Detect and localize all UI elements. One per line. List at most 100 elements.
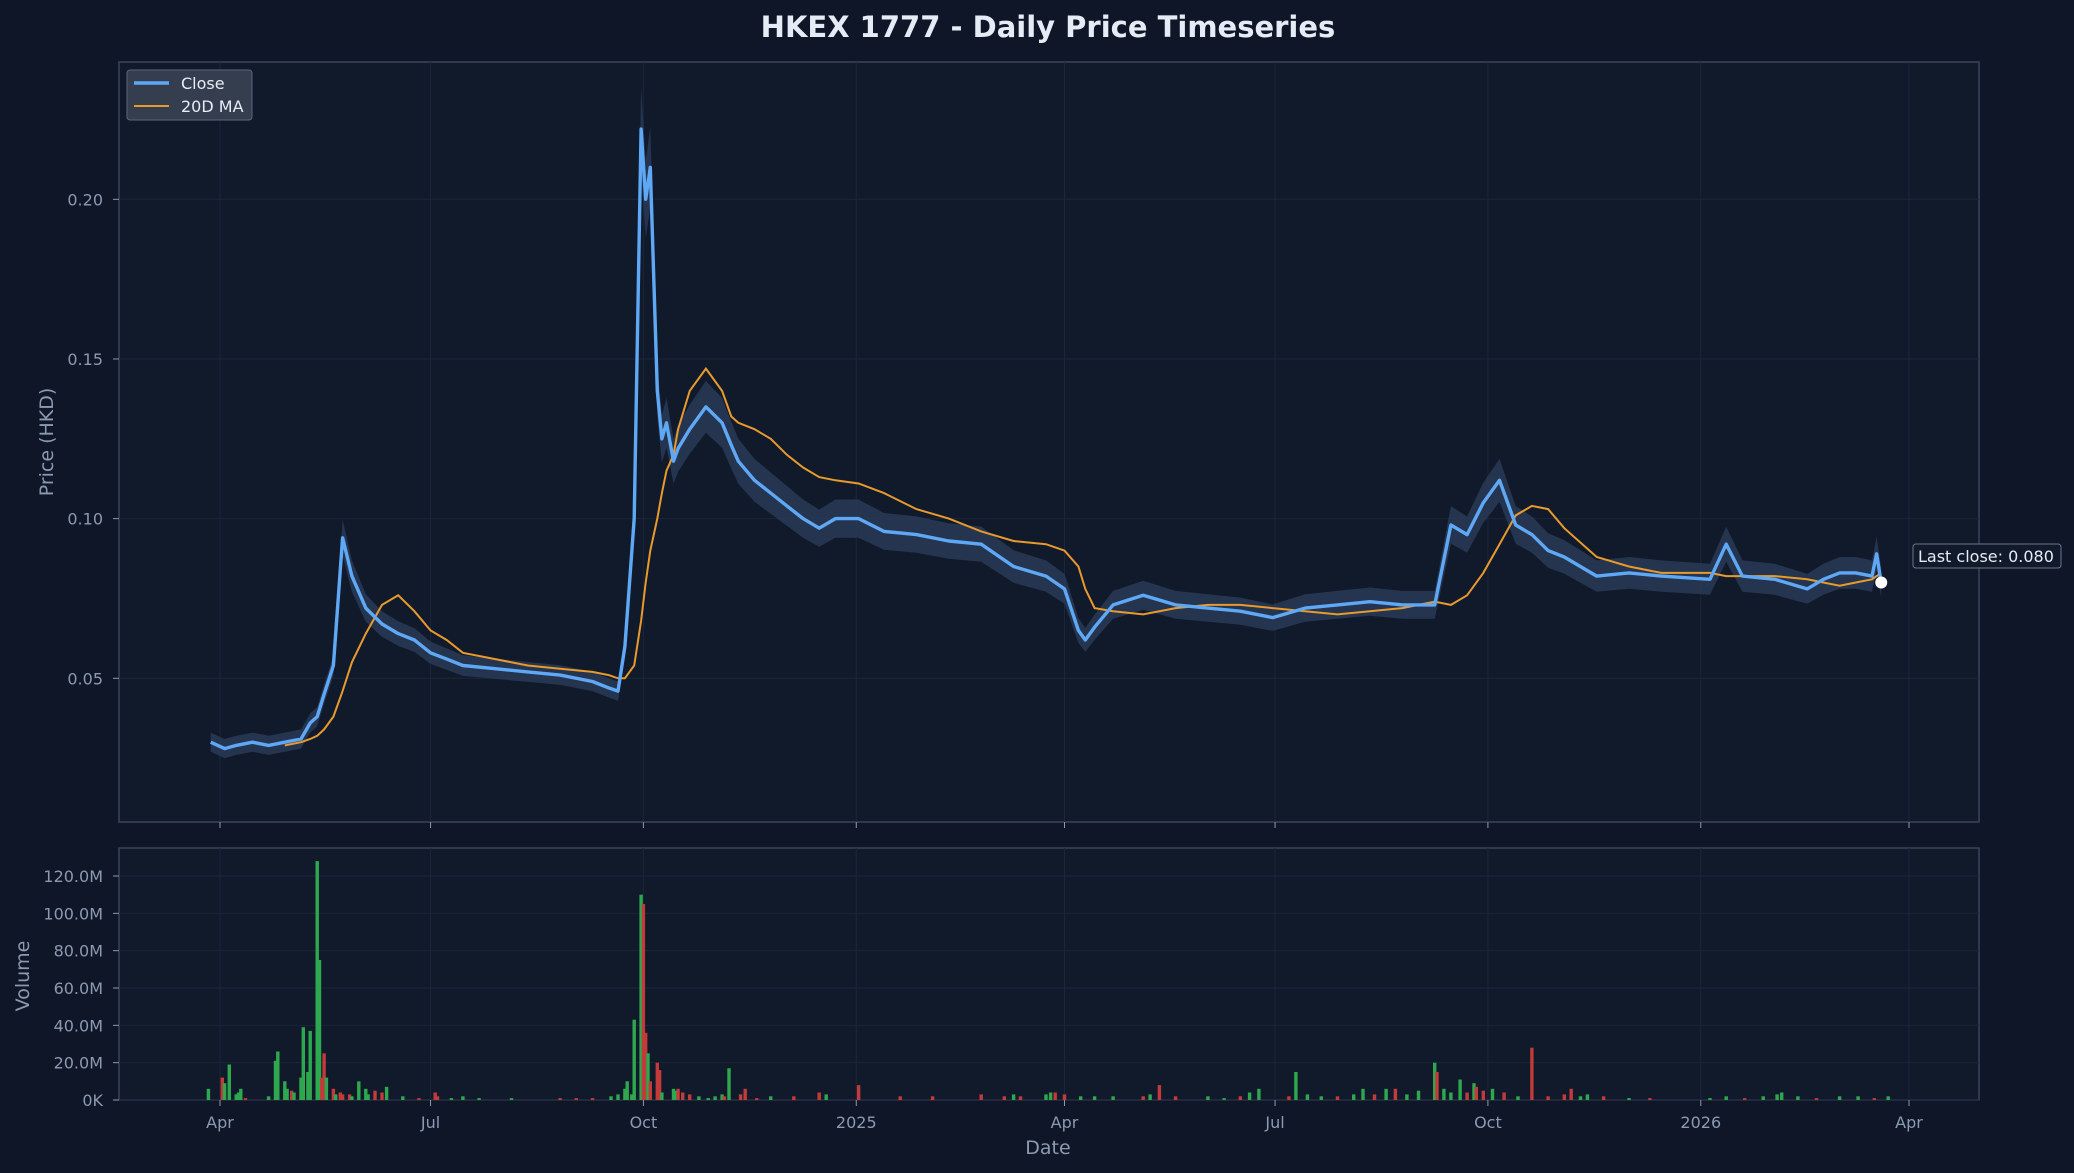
- volume-bar: [292, 1092, 296, 1100]
- volume-x-ticks: Apr Jul Oct 2025 Apr Jul Oct 2026 Apr: [206, 1100, 1923, 1132]
- volume-bar: [1011, 1094, 1016, 1100]
- volume-bar: [930, 1096, 935, 1100]
- volume-bar: [688, 1094, 692, 1100]
- volume-bar: [433, 1092, 437, 1100]
- volume-bar: [590, 1098, 595, 1100]
- volume-bar: [1546, 1096, 1550, 1100]
- volume-bar: [1335, 1096, 1340, 1100]
- volume-bar: [350, 1096, 354, 1100]
- volume-bar: [1287, 1096, 1291, 1100]
- volume-bar: [743, 1088, 747, 1100]
- volume-bar: [1886, 1096, 1890, 1100]
- volume-bar: [1294, 1072, 1298, 1100]
- volume-bar: [1796, 1096, 1800, 1100]
- volume-bar: [1044, 1094, 1048, 1100]
- volume-bar: [1724, 1096, 1728, 1100]
- volume-bar: [648, 1081, 652, 1100]
- volume-bar: [639, 894, 643, 1100]
- volume-bar: [792, 1096, 796, 1100]
- volume-bar: [558, 1098, 562, 1100]
- x-tick-label: Jul: [420, 1113, 440, 1132]
- volume-bar: [979, 1094, 983, 1100]
- volume-bar: [315, 861, 319, 1100]
- chart-title: HKEX 1777 - Daily Price Timeseries: [761, 10, 1336, 44]
- volume-y-ticks: 0K 20.0M 40.0M 60.0M 80.0M 100.0M 120.0M: [43, 867, 119, 1110]
- volume-bar: [1148, 1094, 1152, 1100]
- x-tick-label: Oct: [630, 1113, 658, 1132]
- volume-bar: [1305, 1094, 1310, 1100]
- close-price-line: [209, 127, 1883, 751]
- volume-bar: [338, 1092, 342, 1100]
- volume-bar: [1627, 1098, 1631, 1100]
- volume-bar: [266, 1096, 271, 1100]
- volume-bar: [1018, 1096, 1023, 1100]
- volume-bar: [1708, 1098, 1712, 1100]
- volume-bar: [1222, 1098, 1226, 1100]
- volume-bar: [317, 960, 322, 1100]
- volume-bar: [1516, 1096, 1520, 1100]
- volume-bar: [276, 1051, 280, 1100]
- volume-bar: [1585, 1094, 1590, 1100]
- volume-bar: [641, 904, 646, 1100]
- volume-bar: [574, 1098, 578, 1100]
- volume-bar: [243, 1098, 248, 1100]
- volume-bar: [609, 1096, 613, 1100]
- volume-bar: [1435, 1072, 1439, 1100]
- volume-bar: [320, 1077, 324, 1100]
- volume-bar: [449, 1098, 454, 1100]
- volume-bar: [1238, 1096, 1242, 1100]
- volume-bar: [1141, 1096, 1145, 1100]
- volume-bar: [308, 1030, 312, 1100]
- legend: Close 20D MA: [126, 69, 253, 121]
- last-close-marker: [1875, 576, 1888, 589]
- volume-bar: [1206, 1096, 1210, 1100]
- x-tick-label: Apr: [1051, 1113, 1079, 1132]
- volume-bar: [630, 1094, 634, 1100]
- volume-bar: [1173, 1096, 1178, 1100]
- volume-bar: [755, 1098, 759, 1100]
- volume-bar: [1569, 1088, 1573, 1100]
- volume-bar: [1352, 1094, 1356, 1100]
- volume-bar: [509, 1098, 514, 1100]
- volume-bar: [461, 1096, 465, 1100]
- volume-bar: [1458, 1079, 1462, 1100]
- volume-bar: [435, 1096, 440, 1100]
- volume-y-tick-label: 80.0M: [54, 942, 103, 961]
- volume-bar: [306, 1072, 310, 1100]
- volume-bar: [273, 1060, 278, 1100]
- volume-bar: [1433, 1062, 1437, 1100]
- volume-bar: [1442, 1088, 1446, 1100]
- volume-bar: [236, 1092, 241, 1100]
- volume-bar: [301, 1027, 305, 1100]
- x-tick-label: Apr: [1895, 1113, 1923, 1132]
- volume-bar: [1481, 1090, 1485, 1100]
- volume-bar: [1002, 1096, 1006, 1100]
- volume-bar: [769, 1096, 773, 1100]
- volume-bar: [283, 1081, 287, 1100]
- volume-bar: [417, 1098, 421, 1100]
- volume-bar: [1837, 1096, 1842, 1100]
- volume-y-tick-label: 40.0M: [54, 1016, 103, 1035]
- volume-bar: [347, 1094, 352, 1100]
- volume-bar: [817, 1092, 821, 1100]
- volume-bar: [1079, 1096, 1083, 1100]
- volume-bar: [1472, 1083, 1476, 1100]
- volume-bar: [299, 1077, 303, 1100]
- volume-bar: [660, 1092, 664, 1100]
- volume-bar: [1405, 1094, 1409, 1100]
- last-close-annotation: Last close: 0.080: [1912, 543, 2062, 569]
- volume-bar: [1062, 1094, 1067, 1100]
- price-plot-area: [118, 61, 1980, 823]
- volume-bar: [1562, 1094, 1566, 1100]
- price-y-axis-label: Price (HKD): [36, 388, 58, 497]
- annotation-text: Last close: 0.080: [1918, 547, 2054, 566]
- volume-bar: [384, 1086, 389, 1100]
- price-y-tick-label: 0.10: [67, 510, 103, 529]
- volume-bar: [632, 1019, 636, 1100]
- volume-bar: [713, 1096, 717, 1100]
- volume-bar: [239, 1088, 243, 1100]
- volume-bar: [1092, 1096, 1097, 1100]
- volume-bar: [706, 1098, 710, 1100]
- volume-bar: [722, 1096, 727, 1100]
- volume-bar: [1490, 1088, 1495, 1100]
